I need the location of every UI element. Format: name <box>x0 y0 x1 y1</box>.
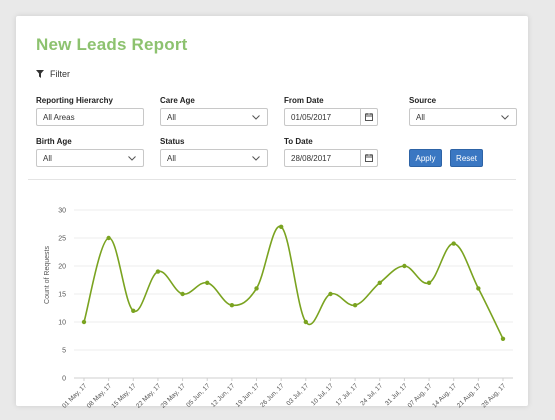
source-value: All <box>416 112 425 122</box>
y-tick-label: 30 <box>58 208 66 215</box>
x-tick-label: 01 May, 17 <box>61 382 89 408</box>
x-tick-label: 05 Jun, 17 <box>185 382 212 408</box>
care-age-select[interactable]: All <box>160 108 268 126</box>
y-tick-label: 20 <box>58 264 66 271</box>
to-date-input[interactable]: 28/08/2017 <box>284 149 378 167</box>
data-point[interactable] <box>476 286 481 291</box>
data-point[interactable] <box>155 269 161 274</box>
x-tick-label: 26 Jun, 17 <box>259 382 286 408</box>
y-tick-label: 15 <box>58 292 66 299</box>
status-select[interactable]: All <box>160 149 268 167</box>
y-axis: 0 5 10 15 20 25 30 <box>58 208 66 383</box>
x-tick-label: 08 May, 17 <box>86 382 114 408</box>
x-tick-label: 19 Jun, 17 <box>235 382 262 408</box>
birth-age-select[interactable]: All <box>36 149 144 167</box>
chevron-down-icon <box>500 112 510 122</box>
x-tick-label: 22 May, 17 <box>135 382 163 408</box>
y-tick-label: 0 <box>62 376 66 383</box>
from-date-input[interactable]: 01/05/2017 <box>284 108 378 126</box>
divider <box>28 179 516 180</box>
x-tick-label: 03 Jul, 17 <box>285 382 310 407</box>
grid-lines <box>74 209 513 379</box>
data-point[interactable] <box>278 224 284 229</box>
x-tick-label: 31 Jul, 17 <box>384 382 409 407</box>
data-point[interactable] <box>106 235 111 241</box>
page-title: New Leads Report <box>36 35 188 54</box>
data-point[interactable] <box>426 280 432 285</box>
birth-age-label: Birth Age <box>36 137 72 146</box>
y-tick-label: 10 <box>58 320 66 327</box>
x-tick-label: 21 Aug, 17 <box>456 382 483 408</box>
x-tick-label: 29 May, 17 <box>160 382 188 408</box>
source-label: Source <box>409 96 437 105</box>
reset-button[interactable]: Reset <box>450 149 483 167</box>
filter-icon <box>36 70 44 78</box>
reporting-hierarchy-value: All Areas <box>43 112 75 122</box>
x-tick-label: 15 May, 17 <box>110 382 138 408</box>
data-point[interactable] <box>402 263 407 269</box>
status-label: Status <box>160 137 185 146</box>
calendar-icon[interactable] <box>360 109 377 125</box>
data-point[interactable] <box>131 308 136 313</box>
data-point[interactable] <box>229 303 235 308</box>
data-point[interactable] <box>328 291 333 297</box>
chevron-down-icon <box>251 112 261 122</box>
series-points <box>81 224 506 341</box>
data-point[interactable] <box>205 280 210 285</box>
reporting-hierarchy-input[interactable]: All Areas <box>36 108 144 126</box>
filter-toggle[interactable]: Filter <box>36 69 70 79</box>
data-point[interactable] <box>303 319 309 325</box>
birth-age-value: All <box>43 153 52 163</box>
y-axis-label: Count of Requests <box>44 246 51 304</box>
y-tick-label: 25 <box>58 236 66 243</box>
x-tick-label: 12 Jun, 17 <box>210 382 237 408</box>
data-point[interactable] <box>451 241 456 246</box>
filter-label: Filter <box>50 69 70 79</box>
chevron-down-icon <box>251 153 261 163</box>
x-tick-label: 24 Jul, 17 <box>359 382 384 407</box>
reporting-hierarchy-label: Reporting Hierarchy <box>36 96 113 105</box>
apply-button[interactable]: Apply <box>409 149 442 167</box>
calendar-icon[interactable] <box>360 150 377 166</box>
data-point[interactable] <box>352 303 358 308</box>
data-point[interactable] <box>180 291 185 297</box>
x-tick-label: 10 Jul, 17 <box>310 382 335 407</box>
to-date-label: To Date <box>284 137 313 146</box>
y-tick-label: 5 <box>62 348 66 355</box>
data-point[interactable] <box>254 286 259 291</box>
x-tick-label: 17 Jul, 17 <box>335 382 360 407</box>
data-point[interactable] <box>500 336 506 341</box>
x-tick-label: 14 Aug, 17 <box>431 382 458 408</box>
data-point[interactable] <box>377 280 382 285</box>
x-tick-label: 28 Aug, 17 <box>480 382 507 408</box>
care-age-value: All <box>167 112 176 122</box>
from-date-value: 01/05/2017 <box>291 112 332 122</box>
source-select[interactable]: All <box>409 108 517 126</box>
status-value: All <box>167 153 176 163</box>
from-date-label: From Date <box>284 96 324 105</box>
x-tick-label: 07 Aug, 17 <box>407 382 434 408</box>
report-card: New Leads Report Filter Reporting Hierar… <box>16 16 528 408</box>
data-point[interactable] <box>81 319 87 325</box>
care-age-label: Care Age <box>160 96 195 105</box>
chevron-down-icon <box>127 153 137 163</box>
to-date-value: 28/08/2017 <box>291 153 332 163</box>
